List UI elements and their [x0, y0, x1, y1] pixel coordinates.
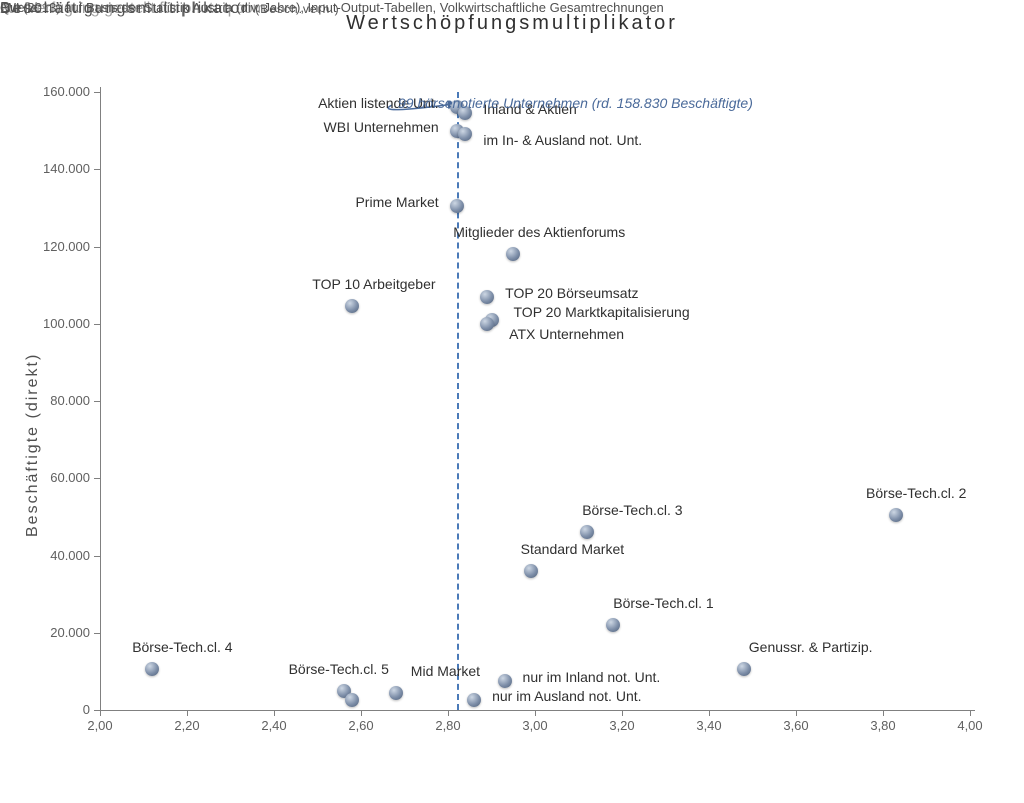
- y-tick: [94, 92, 100, 93]
- x-tick: [970, 710, 971, 716]
- x-tick-label: 2,80: [435, 718, 460, 733]
- data-point-label: nur im Inland not. Unt.: [523, 669, 661, 685]
- data-point-label: Standard Market: [521, 541, 625, 557]
- data-point: [889, 508, 903, 522]
- y-tick-label: 20.000: [50, 625, 90, 640]
- reference-line: [457, 92, 459, 710]
- y-tick: [94, 633, 100, 634]
- data-point-label: Börse-Tech.cl. 1: [613, 595, 713, 611]
- y-axis-label: Beschäftigte (direkt): [24, 353, 42, 537]
- y-tick-label: 140.000: [43, 161, 90, 176]
- x-tick-label: 3,40: [696, 718, 721, 733]
- x-tick-label: 3,80: [870, 718, 895, 733]
- y-tick-label: 80.000: [50, 393, 90, 408]
- data-point-label: Börse-Tech.cl. 2: [866, 485, 966, 501]
- x-tick-label: 3,60: [783, 718, 808, 733]
- data-point: [737, 662, 751, 676]
- x-tick: [796, 710, 797, 716]
- data-point: [458, 127, 472, 141]
- data-point-label: Börse-Tech.cl. 3: [582, 502, 682, 518]
- x-tick: [448, 710, 449, 716]
- data-point: [389, 686, 403, 700]
- data-point: [498, 674, 512, 688]
- y-tick: [94, 478, 100, 479]
- data-point: [524, 564, 538, 578]
- data-point: [480, 317, 494, 331]
- x-tick: [361, 710, 362, 716]
- y-tick-label: 120.000: [43, 239, 90, 254]
- data-point-label: Mitglieder des Aktienforums: [453, 224, 625, 240]
- y-tick-label: 40.000: [50, 548, 90, 563]
- data-point: [580, 525, 594, 539]
- annotation-arrow: [100, 92, 970, 710]
- data-point-label: Prime Market: [355, 194, 438, 210]
- data-point-label: nur im Ausland not. Unt.: [492, 688, 641, 704]
- data-point-label: Börse-Tech.cl. 5: [289, 661, 389, 677]
- x-tick-label: 2,20: [174, 718, 199, 733]
- x-axis-label-main: Beschäftigungsmultiplikator: [0, 0, 249, 17]
- data-point-label: TOP 20 Marktkapitalisierung: [514, 304, 690, 320]
- y-tick-label: 160.000: [43, 84, 90, 99]
- data-point: [145, 662, 159, 676]
- data-point-label: TOP 20 Börseumsatz: [505, 285, 638, 301]
- x-tick: [187, 710, 188, 716]
- y-tick: [94, 169, 100, 170]
- y-tick: [94, 324, 100, 325]
- y-tick: [94, 247, 100, 248]
- y-tick: [94, 401, 100, 402]
- x-tick: [274, 710, 275, 716]
- data-point: [606, 618, 620, 632]
- x-tick-label: 4,00: [957, 718, 982, 733]
- data-point-label: ATX Unternehmen: [509, 326, 624, 342]
- chart-annotation: 99 börsenotierte Unternehmen (rd. 158.83…: [398, 95, 753, 111]
- chart-plot-area: Aktien listende Unt.Inland & AktienWBI U…: [100, 92, 970, 710]
- data-point-label: TOP 10 Arbeitgeber: [312, 276, 435, 292]
- x-axis-label-suffix: (Besch.verh.): [255, 2, 339, 16]
- data-point-label: WBI Unternehmen: [324, 119, 439, 135]
- x-tick: [100, 710, 101, 716]
- x-tick-label: 2,00: [87, 718, 112, 733]
- x-tick: [883, 710, 884, 716]
- x-tick: [622, 710, 623, 716]
- x-tick-label: 3,20: [609, 718, 634, 733]
- x-tick-label: 3,00: [522, 718, 547, 733]
- page-root: { "chart": { "type": "scatter", "title":…: [0, 0, 1024, 803]
- x-tick: [709, 710, 710, 716]
- data-point: [467, 693, 481, 707]
- x-tick: [535, 710, 536, 716]
- data-point-label: im In- & Ausland not. Unt.: [483, 132, 642, 148]
- data-point: [480, 290, 494, 304]
- data-point: [506, 247, 520, 261]
- x-axis-label: Beschäftigungsmultiplikator (Besch.verh.…: [0, 0, 340, 18]
- data-point-label: Genussr. & Partizip.: [749, 639, 873, 655]
- x-tick-label: 2,60: [348, 718, 373, 733]
- data-point: [345, 299, 359, 313]
- y-tick-label: 60.000: [50, 470, 90, 485]
- y-axis: [100, 87, 101, 710]
- x-axis: [100, 710, 975, 711]
- y-tick-label: 100.000: [43, 316, 90, 331]
- data-point: [450, 199, 464, 213]
- data-point-label: Börse-Tech.cl. 4: [132, 639, 232, 655]
- x-tick-label: 2,40: [261, 718, 286, 733]
- y-tick: [94, 556, 100, 557]
- data-point: [345, 693, 359, 707]
- y-tick-label: 0: [83, 702, 90, 717]
- data-point-label: Mid Market: [411, 663, 480, 679]
